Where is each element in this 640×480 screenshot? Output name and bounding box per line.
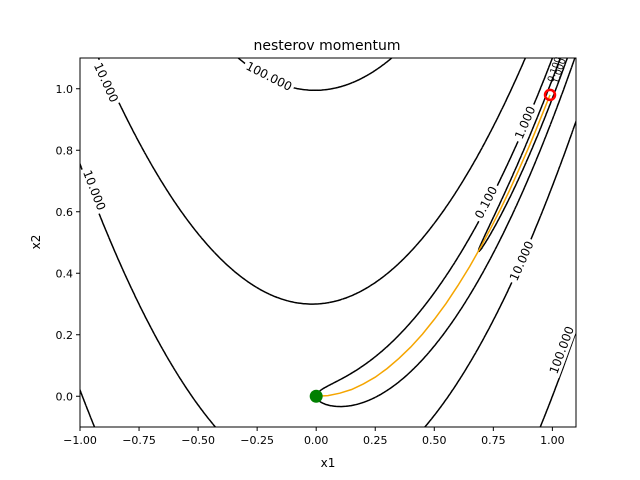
x-tick-label: −1.00 <box>63 434 97 447</box>
x-tick-label: −0.25 <box>240 434 274 447</box>
x-tick-label: 1.00 <box>540 434 565 447</box>
y-tick-label: 0.4 <box>56 267 74 280</box>
x-axis-label: x1 <box>321 456 336 470</box>
contour-label-backing <box>241 57 297 95</box>
x-tick-label: 0.00 <box>304 434 329 447</box>
chart-title: nesterov momentum <box>254 38 401 54</box>
contour-label-backing <box>510 101 540 144</box>
y-tick-label: 0.8 <box>56 144 74 157</box>
x-tick-label: 0.25 <box>363 434 388 447</box>
x-tick-label: −0.75 <box>122 434 156 447</box>
markers <box>309 88 557 403</box>
contour-label-backing <box>79 165 110 215</box>
end-point-marker <box>543 88 557 102</box>
contour-line <box>80 58 576 427</box>
contour-label-backing <box>470 181 502 224</box>
path-line <box>316 94 551 398</box>
x-tick-label: −0.50 <box>181 434 215 447</box>
y-tick-label: 1.0 <box>56 83 74 96</box>
x-tick-label: 0.75 <box>481 434 506 447</box>
x-tick-label: 0.50 <box>422 434 447 447</box>
start-point-marker <box>309 389 323 403</box>
contour-label-backing <box>89 58 123 107</box>
contour-label-backing <box>505 236 538 286</box>
x-axis-ticks: −1.00 −0.75 −0.50 −0.25 0.00 0.25 0.50 0.75 1.00 <box>63 427 565 447</box>
y-axis-ticks: 0.0 0.2 0.4 0.6 0.8 1.0 <box>56 83 80 403</box>
y-tick-label: 0.2 <box>56 329 74 342</box>
contour-label-backing <box>545 322 578 379</box>
y-tick-label: 0.0 <box>56 390 74 403</box>
optimizer-path <box>316 94 551 398</box>
y-tick-label: 0.6 <box>56 206 74 219</box>
y-axis-label: x2 <box>29 235 43 250</box>
plot-frame <box>79 57 577 428</box>
